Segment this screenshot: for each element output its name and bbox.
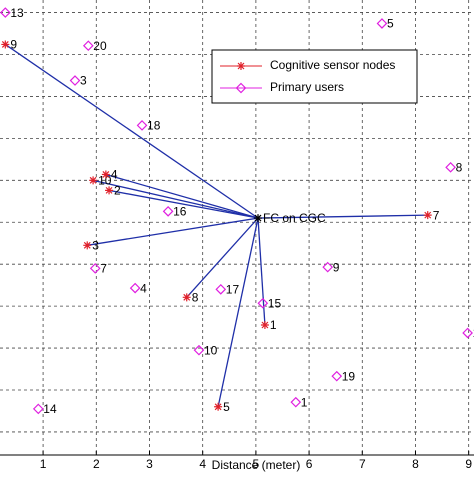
legend-label: Cognitive sensor nodes	[270, 58, 395, 72]
x-tick-label: 7	[359, 457, 366, 471]
sensor-node	[214, 402, 223, 411]
primary-user	[82, 40, 94, 52]
legend: Cognitive sensor nodes Primary users	[211, 49, 418, 104]
sensor-node	[1, 40, 10, 49]
primary-user	[257, 297, 269, 309]
sensor-node	[237, 62, 245, 70]
grid	[0, 0, 474, 455]
point-label: 7	[433, 208, 440, 222]
primary-user	[89, 263, 101, 274]
primary-user	[290, 396, 302, 408]
point-label: 9	[10, 38, 17, 52]
x-tick-label: 1	[40, 457, 47, 471]
x-tick-label: 9	[465, 457, 472, 471]
primary-user	[322, 261, 334, 273]
sensor-node	[260, 321, 269, 329]
primary-user	[376, 18, 388, 29]
link	[105, 173, 259, 219]
legend-label: Primary users	[270, 80, 344, 94]
point-label: 9	[333, 260, 340, 274]
link	[87, 217, 259, 246]
point-label: 17	[226, 283, 240, 297]
primary-user	[32, 403, 44, 415]
point-label: 14	[43, 402, 57, 416]
primary-user	[193, 344, 205, 356]
primary-user	[0, 7, 11, 18]
link	[258, 214, 428, 219]
point-label: 8	[456, 160, 463, 174]
sensor-node	[105, 186, 114, 195]
primary-user	[162, 206, 174, 217]
point-label: 4	[111, 168, 118, 182]
sensor-node	[182, 293, 191, 302]
link	[92, 179, 259, 219]
point-label: 15	[268, 296, 282, 310]
x-tick-label: 5	[253, 457, 260, 471]
link	[108, 189, 259, 219]
point-label: 18	[147, 119, 161, 133]
link	[257, 218, 266, 326]
x-tick-label: 6	[306, 457, 313, 471]
point-label: 3	[80, 74, 87, 88]
point-label: 1	[270, 318, 277, 332]
x-tick-label: 4	[199, 457, 206, 471]
sensor-node	[254, 214, 263, 223]
primary-user	[235, 82, 247, 94]
link	[186, 217, 259, 298]
sensor-node	[101, 170, 110, 179]
link	[4, 43, 259, 219]
point-label: 5	[387, 17, 394, 31]
primary-user	[129, 282, 141, 294]
point-label: 16	[173, 205, 187, 219]
point-label: 1	[473, 326, 474, 340]
point-label: 1	[301, 395, 308, 409]
point-label: 3	[92, 238, 99, 252]
point-label: 4	[140, 281, 147, 295]
point-label: 8	[192, 290, 199, 304]
sensor-node	[89, 176, 98, 185]
primary-user	[445, 161, 456, 173]
point-label: 10	[204, 343, 218, 357]
point-label: 7	[100, 262, 107, 276]
sensor-node	[83, 241, 92, 250]
x-axis-label: Distance (meter)	[212, 458, 301, 472]
primary-user	[331, 370, 343, 382]
point-label: 13	[10, 6, 24, 20]
primary-user	[136, 120, 148, 131]
point-label: 19	[342, 369, 356, 383]
primary-user	[215, 284, 227, 295]
x-tick-label: 3	[146, 457, 153, 471]
sensor-node	[423, 211, 432, 220]
point-label: 2	[114, 184, 121, 198]
legend-box	[211, 49, 418, 104]
plot-area: 910423815713520318816794171511019114FC o…	[0, 6, 474, 416]
primary-user	[69, 75, 81, 86]
primary-user	[462, 327, 473, 339]
point-label: 20	[93, 39, 107, 53]
x-tick-label: 2	[93, 457, 100, 471]
point-label: 5	[223, 400, 230, 414]
fc-label: FC on CGC	[263, 211, 326, 225]
x-tick-label: 8	[412, 457, 419, 471]
link	[217, 217, 259, 407]
